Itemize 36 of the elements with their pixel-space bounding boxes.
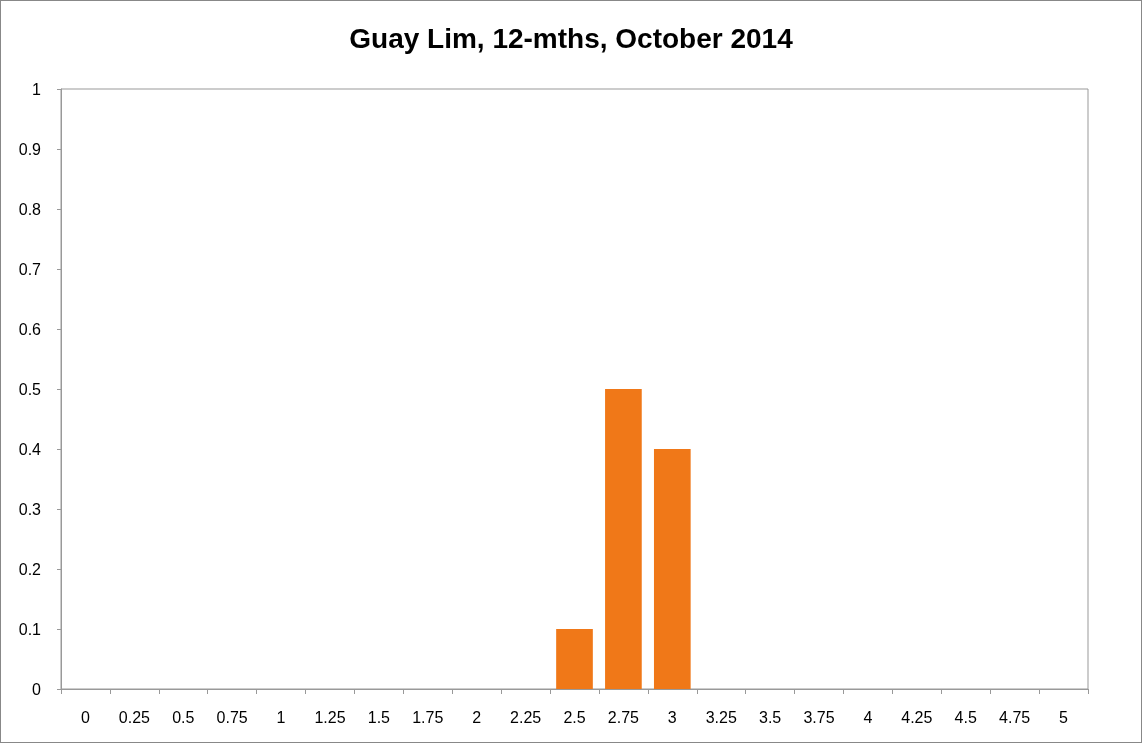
x-tick-label: 1	[276, 708, 286, 726]
y-tick-label: 0.5	[18, 380, 42, 398]
x-tick-label: 5	[1059, 708, 1069, 726]
x-tick-label: 2.25	[510, 708, 542, 726]
bar	[556, 629, 593, 689]
y-tick-label: 1	[32, 80, 42, 98]
x-tick-label: 0.5	[172, 708, 195, 726]
x-tick-label: 2.75	[607, 708, 640, 726]
x-tick-label: 4.25	[901, 708, 933, 726]
y-tick-label: 0.7	[18, 260, 42, 278]
y-tick-label: 0.3	[18, 500, 42, 518]
bar	[605, 389, 642, 689]
x-tick-label: 1.25	[314, 708, 346, 726]
y-tick-label: 0.2	[18, 560, 42, 578]
x-tick-label: 3.5	[758, 708, 782, 726]
y-tick-label: 0.8	[18, 200, 42, 218]
x-tick-label: 3.25	[705, 708, 737, 726]
x-tick-label: 0.25	[118, 708, 151, 726]
x-tick-label: 3	[667, 708, 677, 726]
x-tick-label: 2.5	[563, 708, 586, 726]
x-tick-label: 0.75	[216, 708, 248, 726]
x-tick-label: 4	[863, 708, 873, 726]
x-tick-label: 1.75	[412, 708, 444, 726]
chart-title: Guay Lim, 12-mths, October 2014	[349, 22, 794, 54]
x-tick-label: 4.75	[999, 708, 1031, 726]
x-tick-label: 2	[472, 708, 482, 726]
y-tick-label: 0.6	[18, 320, 42, 338]
x-tick-label: 1.5	[367, 708, 391, 726]
y-tick-label: 0.4	[18, 440, 42, 458]
y-tick-label: 0	[32, 680, 42, 698]
x-tick-label: 4.5	[954, 708, 977, 726]
y-tick-label: 0.1	[18, 620, 42, 638]
y-tick-label: 0.9	[18, 140, 42, 158]
x-tick-label: 3.75	[803, 708, 835, 726]
bar	[653, 449, 691, 689]
x-tick-label: 0	[81, 708, 90, 726]
